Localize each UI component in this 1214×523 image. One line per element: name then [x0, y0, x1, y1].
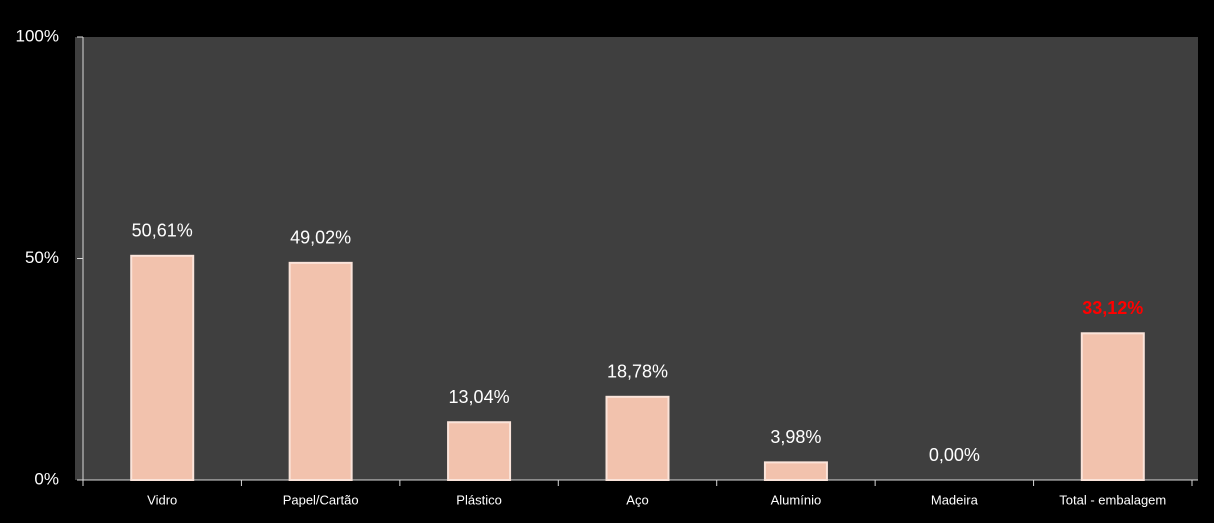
- value-label: 33,12%: [1082, 298, 1143, 318]
- y-tick-label: 0%: [34, 469, 59, 488]
- x-tick-label: Total - embalagem: [1059, 492, 1166, 507]
- bar: [447, 421, 512, 481]
- value-label: 3,98%: [770, 427, 821, 447]
- x-tick-label: Madeira: [931, 492, 979, 507]
- x-tick-label: Alumínio: [771, 492, 822, 507]
- x-tick-label: Plástico: [456, 492, 502, 507]
- value-label: 18,78%: [607, 362, 668, 382]
- x-tick-label: Papel/Cartão: [283, 492, 359, 507]
- bar: [763, 461, 828, 481]
- y-tick-label: 100%: [16, 26, 59, 45]
- y-tick-label: 50%: [25, 248, 59, 267]
- x-tick-label: Vidro: [147, 492, 177, 507]
- bar: [1080, 332, 1145, 482]
- value-label: 13,04%: [449, 387, 510, 407]
- x-tick-label: Aço: [626, 492, 648, 507]
- bar: [130, 254, 195, 481]
- value-label: 0,00%: [929, 445, 980, 465]
- bar: [605, 395, 670, 481]
- value-label: 50,61%: [132, 221, 193, 241]
- bar: [288, 261, 353, 481]
- value-label: 49,02%: [290, 228, 351, 248]
